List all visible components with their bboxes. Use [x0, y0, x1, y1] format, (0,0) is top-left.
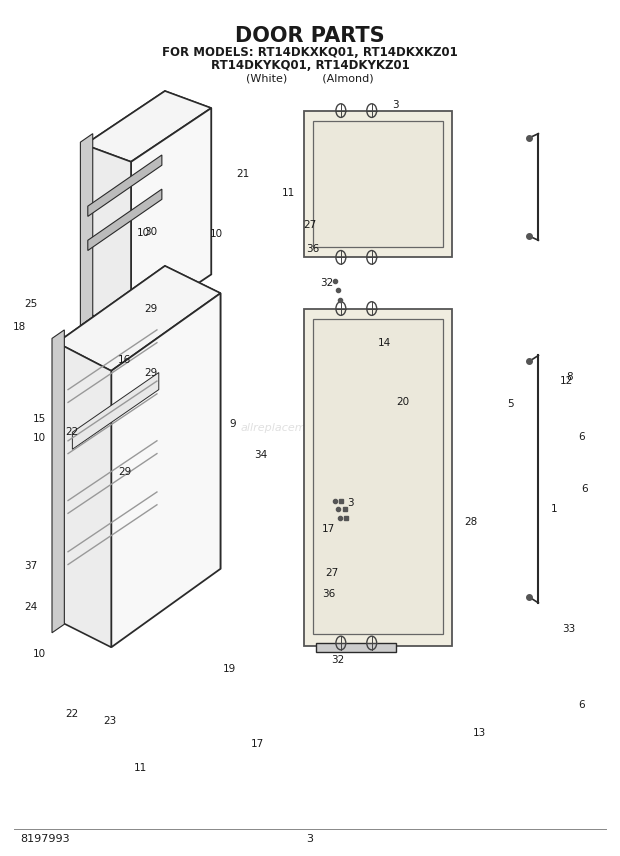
Text: 10: 10	[137, 229, 150, 239]
Text: 3: 3	[392, 100, 399, 110]
Text: 32: 32	[331, 655, 344, 665]
Polygon shape	[313, 318, 443, 634]
Text: 27: 27	[303, 220, 317, 230]
Polygon shape	[304, 308, 452, 645]
Text: 24: 24	[24, 602, 38, 612]
Text: 29: 29	[118, 467, 131, 478]
Polygon shape	[88, 189, 162, 251]
Text: 22: 22	[66, 709, 79, 719]
Polygon shape	[165, 266, 221, 568]
Text: 29: 29	[144, 367, 157, 377]
Text: 8197993: 8197993	[20, 835, 69, 844]
Text: 34: 34	[254, 450, 267, 461]
Text: 17: 17	[322, 524, 335, 533]
Polygon shape	[57, 342, 111, 647]
Text: 6: 6	[578, 700, 585, 710]
Polygon shape	[131, 108, 211, 328]
Text: 6: 6	[582, 484, 588, 495]
Polygon shape	[85, 145, 131, 328]
Text: 28: 28	[464, 517, 477, 526]
Polygon shape	[52, 330, 64, 633]
Polygon shape	[313, 121, 443, 247]
Text: 30: 30	[144, 227, 157, 237]
Polygon shape	[165, 91, 211, 275]
Polygon shape	[88, 155, 162, 217]
Text: 12: 12	[559, 376, 573, 386]
Text: 8: 8	[566, 372, 572, 382]
Text: 6: 6	[578, 431, 585, 442]
Text: 19: 19	[223, 663, 236, 674]
Text: FOR MODELS: RT14DKXKQ01, RT14DKXKZ01: FOR MODELS: RT14DKXKQ01, RT14DKXKZ01	[162, 46, 458, 59]
Text: 11: 11	[281, 188, 295, 199]
Polygon shape	[111, 294, 221, 647]
Text: 9: 9	[229, 419, 236, 429]
Polygon shape	[57, 266, 221, 371]
Text: 18: 18	[13, 323, 27, 332]
Text: 20: 20	[396, 397, 409, 407]
Text: RT14DKYKQ01, RT14DKYKZ01: RT14DKYKQ01, RT14DKYKZ01	[211, 59, 409, 72]
Text: 27: 27	[325, 568, 339, 578]
Text: 25: 25	[24, 300, 38, 309]
Text: 3: 3	[306, 835, 314, 844]
Polygon shape	[316, 643, 396, 651]
Text: 5: 5	[507, 399, 514, 409]
Text: 10: 10	[210, 229, 223, 240]
Text: 16: 16	[118, 354, 131, 365]
Text: allreplacementparts.com: allreplacementparts.com	[240, 423, 380, 433]
Text: 15: 15	[33, 414, 46, 425]
Text: 22: 22	[66, 427, 79, 437]
Text: 37: 37	[24, 562, 38, 571]
Text: DOOR PARTS: DOOR PARTS	[235, 26, 385, 45]
Polygon shape	[85, 91, 211, 162]
Polygon shape	[68, 283, 157, 605]
Text: 36: 36	[306, 244, 320, 254]
Polygon shape	[304, 110, 452, 258]
Polygon shape	[73, 372, 159, 449]
Text: 14: 14	[378, 337, 391, 348]
Text: 33: 33	[562, 623, 576, 633]
Text: 21: 21	[237, 169, 250, 179]
Text: 17: 17	[251, 739, 264, 749]
Polygon shape	[85, 91, 165, 312]
Polygon shape	[57, 266, 165, 620]
Text: 29: 29	[144, 304, 157, 313]
Polygon shape	[94, 105, 159, 301]
Text: 32: 32	[320, 278, 334, 288]
Text: 10: 10	[33, 433, 46, 443]
Text: 13: 13	[473, 728, 486, 739]
Text: 3: 3	[347, 498, 353, 508]
Text: 23: 23	[103, 716, 116, 726]
Text: 1: 1	[551, 504, 557, 514]
Text: 11: 11	[134, 763, 147, 773]
Polygon shape	[81, 134, 93, 325]
Text: 10: 10	[33, 649, 46, 659]
Text: 36: 36	[322, 590, 335, 599]
Text: (White)          (Almond): (White) (Almond)	[246, 73, 374, 83]
